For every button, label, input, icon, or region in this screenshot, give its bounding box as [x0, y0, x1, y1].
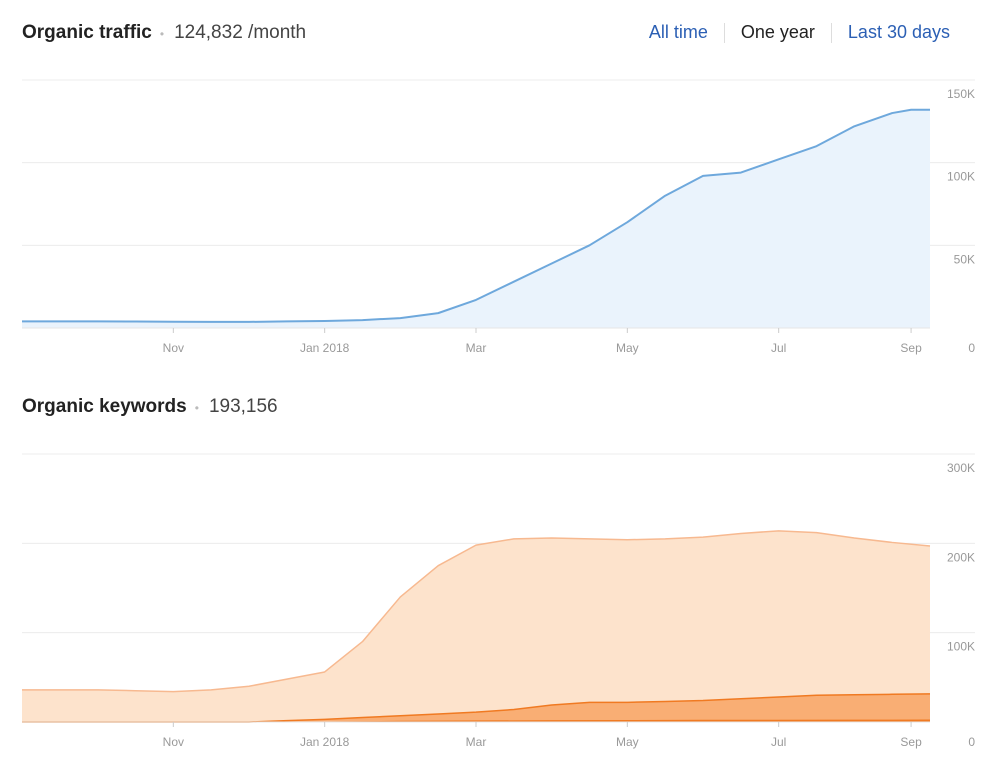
- keywords-header: Organic keywords • 193,156: [22, 396, 278, 418]
- keywords-series-1-line: [22, 693, 931, 723]
- keywords-y-tick-label: 100K: [947, 640, 975, 654]
- traffic-x-tick-label: Nov: [163, 341, 184, 355]
- range-divider: [723, 22, 725, 43]
- keywords-y-tick-label: 300K: [947, 461, 975, 475]
- keywords-x-tick-label: Jul: [771, 735, 786, 749]
- traffic-y-tick-label: 0: [968, 341, 975, 355]
- keywords-series-0-area: [22, 530, 930, 722]
- traffic-y-tick-label: 150K: [947, 87, 975, 101]
- traffic-title: Organic traffic: [22, 22, 152, 43]
- keywords-x-tick-label: May: [616, 735, 639, 749]
- traffic-x-tick-label: May: [616, 341, 639, 355]
- keywords-x-tick-label: Jan 2018: [300, 735, 350, 749]
- range-selector: All time One year Last 30 days: [649, 22, 950, 43]
- keywords-value: 193,156: [208, 396, 278, 417]
- keywords-y-tick-label: 200K: [947, 550, 975, 564]
- traffic-value: 124,832 /month: [174, 22, 307, 43]
- traffic-series-0-line: [22, 108, 930, 323]
- traffic-y-tick-label: 100K: [947, 170, 975, 184]
- traffic-x-tick-label: Sep: [900, 341, 922, 355]
- keywords-x-tick-label: Sep: [900, 735, 922, 749]
- range-all-time[interactable]: All time: [648, 22, 708, 42]
- separator-dot: •: [194, 401, 199, 415]
- traffic-chart: 150K 100K 50K 0 Nov Jan 2018 Mar May Jul Sep: [22, 79, 975, 355]
- range-divider: [830, 22, 832, 43]
- keywords-x-tick-label: Mar: [466, 735, 487, 749]
- separator-dot: •: [159, 27, 165, 41]
- traffic-header: Organic traffic • 124,832 /month: [22, 22, 306, 44]
- keywords-x-tick-label: Nov: [163, 735, 184, 749]
- range-one-year[interactable]: One year: [740, 22, 815, 42]
- traffic-y-tick-label: 50K: [954, 252, 975, 266]
- traffic-x-tick-label: Jul: [771, 341, 786, 355]
- keywords-series-0-line: [22, 530, 931, 693]
- traffic-series-0-area: [22, 109, 930, 328]
- traffic-x-tick-label: Jan 2018: [300, 341, 350, 355]
- keywords-title: Organic keywords: [22, 396, 187, 417]
- keywords-y-tick-label: 0: [968, 735, 975, 749]
- traffic-x-tick-label: Mar: [466, 341, 487, 355]
- range-last-30-days[interactable]: Last 30 days: [847, 22, 950, 42]
- keywords-chart: 300K 200K 100K 0 Nov Jan 2018 Mar May Jul Sep: [22, 453, 975, 749]
